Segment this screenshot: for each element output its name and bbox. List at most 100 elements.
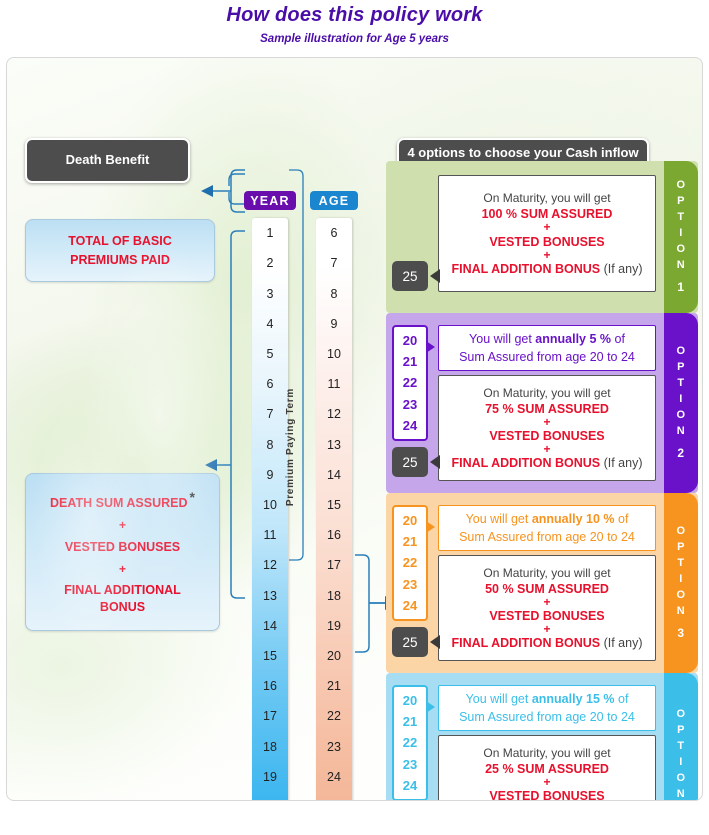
payout-age-cell: 24	[402, 777, 418, 793]
option-tab-letter: O	[676, 771, 686, 784]
payout-age-cell: 22	[402, 735, 418, 751]
year-cell: 11	[263, 528, 277, 543]
option-tab-letter: O	[676, 242, 686, 255]
if-any-note: (If any)	[603, 456, 643, 471]
age-cell: 17	[327, 558, 341, 573]
annual-post: of	[611, 331, 625, 346]
annual-payout-box-2: You will get annually 5 % of Sum Assured …	[438, 325, 656, 371]
final-addition-bonus-text: FINAL ADDITION BONUS (If any)	[452, 262, 643, 276]
year-cell: 9	[266, 467, 274, 482]
payout-age-cell: 21	[402, 534, 418, 550]
death-sum-line2: VESTED BONUSES	[64, 539, 181, 554]
option-band-4[interactable]: OPTION4 20 21 22 23 24 You will get annually 1…	[386, 673, 698, 801]
payout-age-cell: 20	[402, 333, 418, 349]
option-tab-letter: P	[677, 723, 685, 736]
year-cell: 7	[266, 407, 274, 422]
option-band-1[interactable]: O P T I O N 1 On Maturity, you will get 100 % SU…	[386, 161, 698, 313]
age-cell: 22	[327, 709, 341, 724]
age-cell: 12	[327, 407, 341, 422]
age-cell: 7	[330, 256, 338, 271]
option-tab-number: 1	[677, 279, 685, 294]
annual-rate: annually 5 %	[535, 331, 612, 346]
plus-sign: +	[543, 594, 551, 609]
year-cell: 4	[266, 316, 274, 331]
option-tab-letter: N	[676, 787, 686, 800]
final-addition-bonus-text: FINAL ADDITION BONUS (If any)	[452, 636, 643, 650]
option-tab-letter: P	[677, 360, 685, 373]
option-tab-4[interactable]: OPTION4	[664, 673, 698, 800]
vested-bonuses-text: VESTED BONUSES	[489, 234, 605, 249]
year-cell: 8	[266, 437, 274, 452]
maturity-payout-box-3: On Maturity, you will get 50 % SUM ASSURE…	[438, 555, 656, 661]
option-tab-letter: N	[676, 424, 686, 437]
age-cell: 24	[327, 769, 341, 784]
plus-sign: +	[543, 442, 551, 456]
year-cell: 5	[266, 346, 274, 361]
plus-sign: +	[543, 220, 551, 235]
death-sum-plus2: +	[118, 561, 126, 576]
annual-rate: annually 15 %	[531, 691, 615, 706]
year-cell: 15	[263, 648, 277, 663]
annual-post: of	[614, 691, 629, 706]
option-tab-letter: O	[676, 178, 686, 191]
annual-payout-box-3: You will get annually 10 % of Sum Assured…	[438, 505, 656, 551]
age-cell: 10	[327, 346, 341, 361]
maturity-age-chip-3: 25	[392, 627, 428, 657]
payout-age-cell: 21	[402, 714, 418, 730]
age-cell: 19	[327, 618, 341, 633]
option-band-3[interactable]: O P T I O N 3 20 21 22 23 24 You will get annually 1…	[386, 493, 698, 673]
sum-assured-text: 50 % SUM ASSURED	[485, 581, 609, 596]
payout-arrow-icon	[426, 701, 435, 713]
age-cell: 21	[327, 679, 341, 694]
age-cell: 20	[327, 648, 341, 663]
age-cell: 11	[327, 377, 341, 392]
annual-payout-box-4: You will get annually 15 % of Sum Assured…	[438, 685, 656, 731]
maturity-payout-box-4: On Maturity, you will get 25 % SUM ASSURE…	[438, 735, 656, 801]
annual-payout-line1: You will get annually 5 % of	[469, 330, 625, 348]
year-cell: 10	[263, 497, 277, 512]
payout-age-cell: 23	[402, 756, 418, 772]
payout-age-list-2: 20 21 22 23 24	[392, 325, 428, 441]
payout-age-cell: 22	[402, 375, 418, 391]
maturity-payout-box-1: On Maturity, you will get 100 % SUM ASSUR…	[438, 175, 656, 292]
age-cell: 23	[327, 739, 341, 754]
total-basic-premiums-box: TOTAL OF BASIC PREMIUMS PAID	[25, 219, 215, 282]
maturity-lead-text: On Maturity, you will get	[483, 565, 611, 580]
year-cell: 19	[263, 769, 277, 784]
year-cell: 18	[263, 739, 277, 754]
option-tab-letter: O	[676, 408, 686, 421]
option-band-2[interactable]: O P T I O N 2 20 21 22 23 24 You will get annually 5…	[386, 313, 698, 493]
age-cell: 14	[327, 467, 341, 482]
option-tab-letter: P	[677, 194, 685, 207]
final-addition-label: FINAL ADDITION BONUS	[451, 636, 604, 651]
payout-age-cell: 20	[402, 693, 418, 709]
final-addition-label: FINAL ADDITION BONUS	[451, 261, 604, 276]
premium-paying-term-label: Premium Paying Term	[285, 388, 296, 507]
year-column: 1234567891011121314151617181920	[252, 218, 288, 800]
annual-payout-line1: You will get annually 15 % of	[466, 690, 629, 708]
age-cell: 9	[330, 316, 338, 331]
option-tab-letter: T	[677, 556, 685, 569]
payout-age-list-4: 20 21 22 23 24	[392, 685, 428, 800]
payout-age-cell: 20	[402, 513, 418, 529]
vested-bonuses-text: VESTED BONUSES	[489, 789, 605, 801]
total-premiums-line2: PREMIUMS PAID	[70, 252, 170, 267]
year-cell: 1	[266, 226, 274, 241]
option-tab-letter: P	[677, 540, 685, 553]
annual-payout-line2: Sum Assured from age 20 to 24	[459, 350, 635, 364]
payout-age-cell: 24	[402, 597, 418, 613]
annual-pre: You will get	[465, 511, 532, 526]
payout-age-cell: 22	[402, 555, 418, 571]
payout-age-cell: 21	[402, 354, 418, 370]
annual-payout-line2: Sum Assured from age 20 to 24	[459, 710, 635, 724]
plus-sign: +	[543, 247, 551, 262]
option-tab-letter: I	[679, 572, 683, 585]
sum-assured-text: 25 % SUM ASSURED	[485, 761, 609, 776]
if-any-note: (If any)	[603, 261, 643, 276]
age-cell: 8	[330, 286, 338, 301]
page-header: How does this policy work Sample illustr…	[0, 0, 709, 45]
page-title: How does this policy work	[226, 4, 483, 26]
